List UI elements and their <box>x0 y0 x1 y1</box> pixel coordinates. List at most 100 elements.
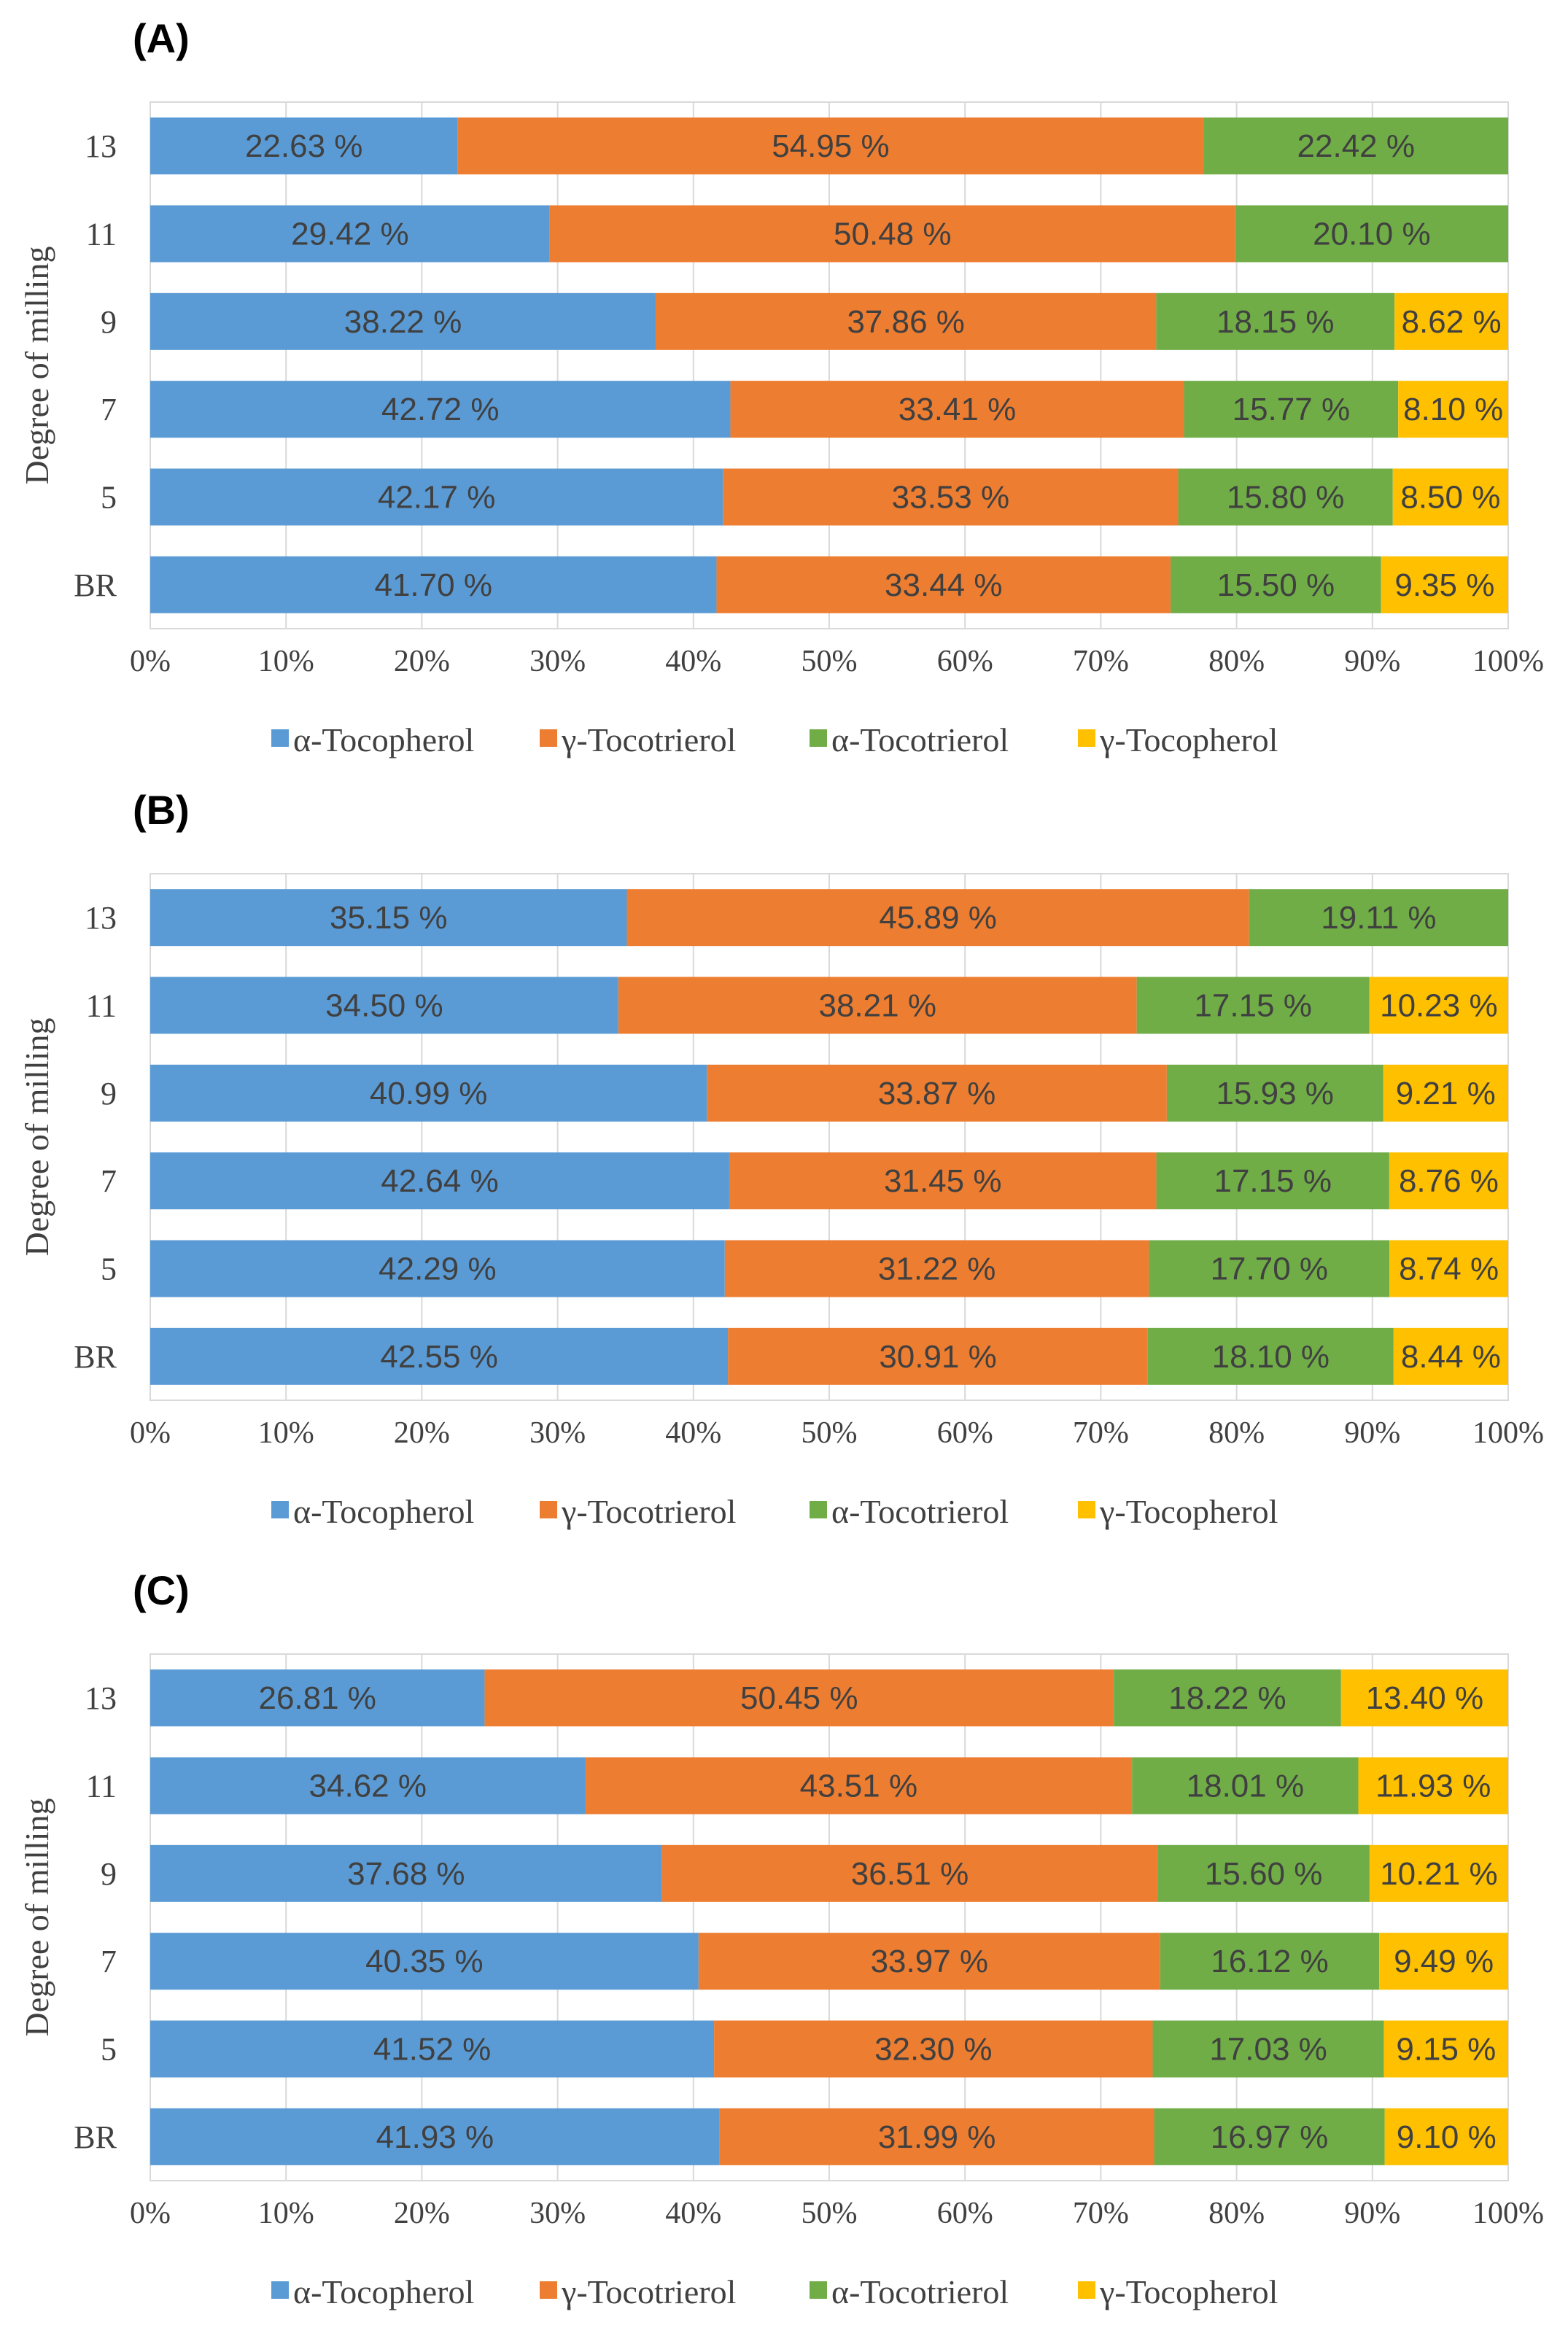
bar-segment <box>1114 1669 1341 1727</box>
bar-segment <box>1184 381 1399 438</box>
legend-swatch <box>1078 1501 1095 1518</box>
data-label: 18.22 % <box>1168 1680 1286 1716</box>
data-label: 32.30 % <box>874 2032 992 2068</box>
bar-segment <box>661 1844 1158 1902</box>
data-label: 50.48 % <box>834 217 951 252</box>
bar-segment <box>150 1327 729 1385</box>
bar-segment <box>1132 1757 1359 1815</box>
data-label: 17.15 % <box>1194 988 1311 1024</box>
data-label: 11.93 % <box>1375 1769 1491 1804</box>
bar-segment <box>484 1669 1114 1727</box>
data-label: 42.72 % <box>381 392 499 427</box>
x-tick-label: 90% <box>1344 1416 1400 1450</box>
x-tick-label: 0% <box>130 2197 171 2230</box>
data-label: 33.44 % <box>885 567 1002 603</box>
bar-segment <box>150 1152 729 1210</box>
category-label: 11 <box>86 988 117 1024</box>
legend-label: γ-Tocotrierol <box>561 1493 736 1530</box>
bar-segment <box>1381 556 1508 613</box>
category-label: 11 <box>86 1769 117 1804</box>
x-tick-label: 0% <box>130 1416 171 1450</box>
category-label: 9 <box>101 304 117 340</box>
x-tick-label: 100% <box>1472 1416 1544 1450</box>
data-label: 18.10 % <box>1212 1339 1330 1375</box>
x-tick-label: 40% <box>665 1416 721 1450</box>
panel-c: (C) 0% 10% 20% 30% 40% 50% 60% 70% 80% 90% 100% Degr… <box>18 1567 1544 2310</box>
bar-segment <box>1358 1757 1508 1815</box>
data-label: 40.35 % <box>365 1944 483 1979</box>
bar-segment <box>1147 1327 1394 1385</box>
bar-segment <box>716 556 1171 613</box>
category-label: BR <box>74 2119 117 2155</box>
x-tick-label: 50% <box>802 645 858 678</box>
panel-label: (C) <box>133 1567 190 1613</box>
bar-segment <box>150 381 731 438</box>
legend-swatch <box>810 1501 827 1518</box>
x-tick-label: 40% <box>665 2197 721 2230</box>
legend-label: α-Tocopherol <box>293 1493 474 1530</box>
data-label: 40.99 % <box>370 1076 487 1111</box>
legend-label: α-Tocotrierol <box>831 721 1009 758</box>
x-tick-label: 70% <box>1073 2197 1129 2230</box>
x-tick-label: 100% <box>1472 645 1544 678</box>
x-tick-label: 60% <box>937 1416 993 1450</box>
data-label: 13.40 % <box>1366 1680 1483 1716</box>
x-tick-label: 100% <box>1472 2197 1544 2230</box>
category-label: 5 <box>101 480 117 516</box>
x-tick-label: 80% <box>1208 2197 1265 2230</box>
bar-segment <box>150 977 618 1034</box>
x-tick-label: 70% <box>1073 1416 1129 1450</box>
bar-segment <box>150 1064 707 1122</box>
bar-segment <box>457 117 1204 175</box>
legend-swatch <box>810 729 827 747</box>
x-tick-label: 10% <box>258 1416 314 1450</box>
bar-segment <box>1235 205 1508 263</box>
category-label: 5 <box>101 2032 117 2068</box>
x-tick-label: 60% <box>937 2197 993 2230</box>
data-label: 17.15 % <box>1214 1163 1331 1199</box>
data-label: 10.21 % <box>1380 1856 1497 1892</box>
x-tick-label: 30% <box>529 1416 586 1450</box>
data-label: 29.42 % <box>291 217 408 252</box>
data-label: 50.45 % <box>740 1680 858 1716</box>
x-tick-label: 20% <box>394 645 450 678</box>
data-label: 8.50 % <box>1400 480 1500 516</box>
legend-swatch <box>271 1501 289 1518</box>
data-label: 37.68 % <box>347 1856 465 1892</box>
legend-label: γ-Tocopherol <box>1099 721 1278 758</box>
data-label: 20.10 % <box>1313 217 1430 252</box>
category-label: 13 <box>85 128 117 164</box>
panel-a: (A) 0% 10% 20% 30% 40% 50% 60% 70% 80% 90% 100% Degr… <box>18 15 1544 758</box>
category-label: 9 <box>101 1856 117 1892</box>
x-tick-label: 10% <box>258 2197 314 2230</box>
bar-segment <box>707 1064 1167 1122</box>
legend-swatch <box>1078 2281 1095 2299</box>
data-label: 33.53 % <box>892 480 1009 516</box>
data-label: 37.86 % <box>847 304 964 340</box>
x-tick-label: 40% <box>665 645 721 678</box>
bar-segment <box>549 205 1235 263</box>
data-label: 30.91 % <box>879 1339 996 1375</box>
bar-segment <box>729 1152 1157 1210</box>
data-label: 8.62 % <box>1402 304 1502 340</box>
data-label: 41.52 % <box>373 2032 491 2068</box>
x-tick-label: 60% <box>937 645 993 678</box>
data-label: 8.76 % <box>1399 1163 1499 1199</box>
bar-segment <box>150 1757 586 1815</box>
data-label: 31.45 % <box>884 1163 1001 1199</box>
x-tick-label: 20% <box>394 1416 450 1450</box>
bar-segment <box>1171 556 1381 613</box>
x-tick-label: 90% <box>1344 2197 1400 2230</box>
bar-segment <box>618 977 1137 1034</box>
legend-swatch <box>271 2281 289 2299</box>
bar-segment <box>150 1240 725 1297</box>
bar-segment <box>1340 1669 1508 1727</box>
bar-segment <box>1389 1152 1508 1210</box>
bar-segment <box>150 468 723 526</box>
bar-segment <box>1384 2108 1508 2165</box>
data-label: 17.70 % <box>1211 1251 1328 1287</box>
x-tick-label: 50% <box>802 1416 858 1450</box>
bar-segment <box>1157 1844 1370 1902</box>
bar-segment <box>724 1240 1149 1297</box>
